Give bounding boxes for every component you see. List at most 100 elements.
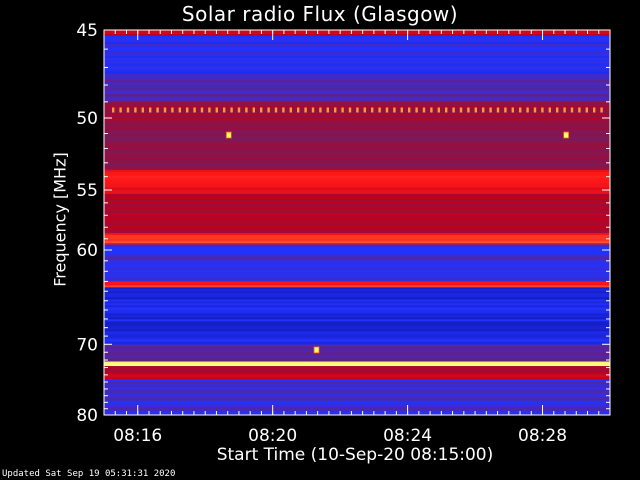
band-row xyxy=(104,53,610,57)
band-row xyxy=(104,329,610,332)
band-row xyxy=(104,370,610,373)
band-row xyxy=(104,246,610,249)
frequency-band xyxy=(104,76,610,103)
band-row xyxy=(104,203,610,207)
comb-dot xyxy=(260,107,263,113)
comb-line xyxy=(112,107,603,113)
comb-dot xyxy=(319,107,322,113)
band-row xyxy=(104,276,610,279)
band-row xyxy=(104,258,610,261)
comb-dot xyxy=(415,107,418,113)
band-row xyxy=(104,209,610,213)
comb-dot xyxy=(385,107,389,113)
band-row xyxy=(104,325,610,328)
band-row xyxy=(104,150,610,154)
comb-dot xyxy=(519,107,522,113)
band-row xyxy=(104,405,610,408)
band-row xyxy=(104,193,610,197)
band-row xyxy=(104,211,610,215)
comb-dot xyxy=(511,107,514,113)
band-row xyxy=(104,313,610,316)
band-row xyxy=(104,323,610,326)
comb-dot xyxy=(504,107,507,113)
comb-dot xyxy=(570,107,574,113)
frequency-band xyxy=(104,281,610,288)
band-row xyxy=(104,47,610,51)
band-row xyxy=(104,164,610,168)
band-row xyxy=(104,138,610,142)
band-row xyxy=(104,401,610,404)
band-row xyxy=(104,39,610,43)
comb-dot xyxy=(252,107,255,113)
band-row xyxy=(104,197,610,201)
band-row xyxy=(104,409,610,412)
band-row xyxy=(104,315,610,318)
band-row xyxy=(104,252,610,255)
frequency-band xyxy=(104,366,610,374)
comb-dot xyxy=(541,107,544,113)
comb-dot xyxy=(600,107,603,113)
band-row xyxy=(104,365,610,367)
band-row xyxy=(104,227,610,231)
band-row xyxy=(104,339,610,342)
band-row xyxy=(104,299,610,302)
band-row xyxy=(104,45,610,49)
band-row xyxy=(104,352,610,355)
band-row xyxy=(104,237,610,240)
band-row xyxy=(104,146,610,150)
band-row xyxy=(104,124,610,128)
band-row xyxy=(104,71,610,75)
comb-dot xyxy=(548,107,551,113)
band-row xyxy=(104,217,610,221)
band-row xyxy=(104,113,610,117)
band-row xyxy=(104,281,610,284)
band-row xyxy=(104,389,610,392)
comb-dot xyxy=(578,107,581,113)
band-row xyxy=(104,57,610,61)
band-row xyxy=(104,278,610,281)
frequency-band xyxy=(104,373,610,380)
band-row xyxy=(104,168,610,171)
band-row xyxy=(104,289,610,292)
y-tick-label: 70 xyxy=(76,335,98,355)
comb-dot xyxy=(134,107,137,113)
band-row xyxy=(104,189,610,193)
band-row xyxy=(104,287,610,290)
band-row xyxy=(104,171,610,175)
band-row xyxy=(104,319,610,322)
band-row xyxy=(104,366,610,369)
radio-burst xyxy=(563,131,570,139)
comb-dot xyxy=(445,107,448,113)
band-row xyxy=(104,379,610,382)
band-row xyxy=(104,413,610,416)
band-row xyxy=(104,105,610,109)
band-row xyxy=(104,82,610,85)
band-row xyxy=(104,98,610,101)
band-row xyxy=(104,84,610,87)
comb-dot xyxy=(171,107,174,113)
chart-title: Solar radio Flux (Glasgow) xyxy=(181,2,459,26)
band-row xyxy=(104,160,610,164)
band-row xyxy=(104,86,610,89)
band-row xyxy=(104,207,610,211)
band-row xyxy=(104,354,610,357)
y-tick-label: 60 xyxy=(76,241,98,261)
x-tick-label: 08:28 xyxy=(518,426,567,446)
band-row xyxy=(104,241,610,244)
band-row xyxy=(104,49,610,53)
band-row xyxy=(104,195,610,199)
band-row xyxy=(104,126,610,130)
band-row xyxy=(104,175,610,179)
band-row xyxy=(104,221,610,225)
comb-dot xyxy=(371,107,374,113)
band-row xyxy=(104,399,610,402)
frequency-band xyxy=(104,122,610,171)
comb-dot xyxy=(237,107,241,113)
band-row xyxy=(104,301,610,304)
band-row xyxy=(104,233,610,236)
band-row xyxy=(104,264,610,267)
comb-dot xyxy=(230,107,233,113)
band-row xyxy=(104,377,610,380)
band-row xyxy=(104,293,610,296)
band-row xyxy=(104,152,610,156)
